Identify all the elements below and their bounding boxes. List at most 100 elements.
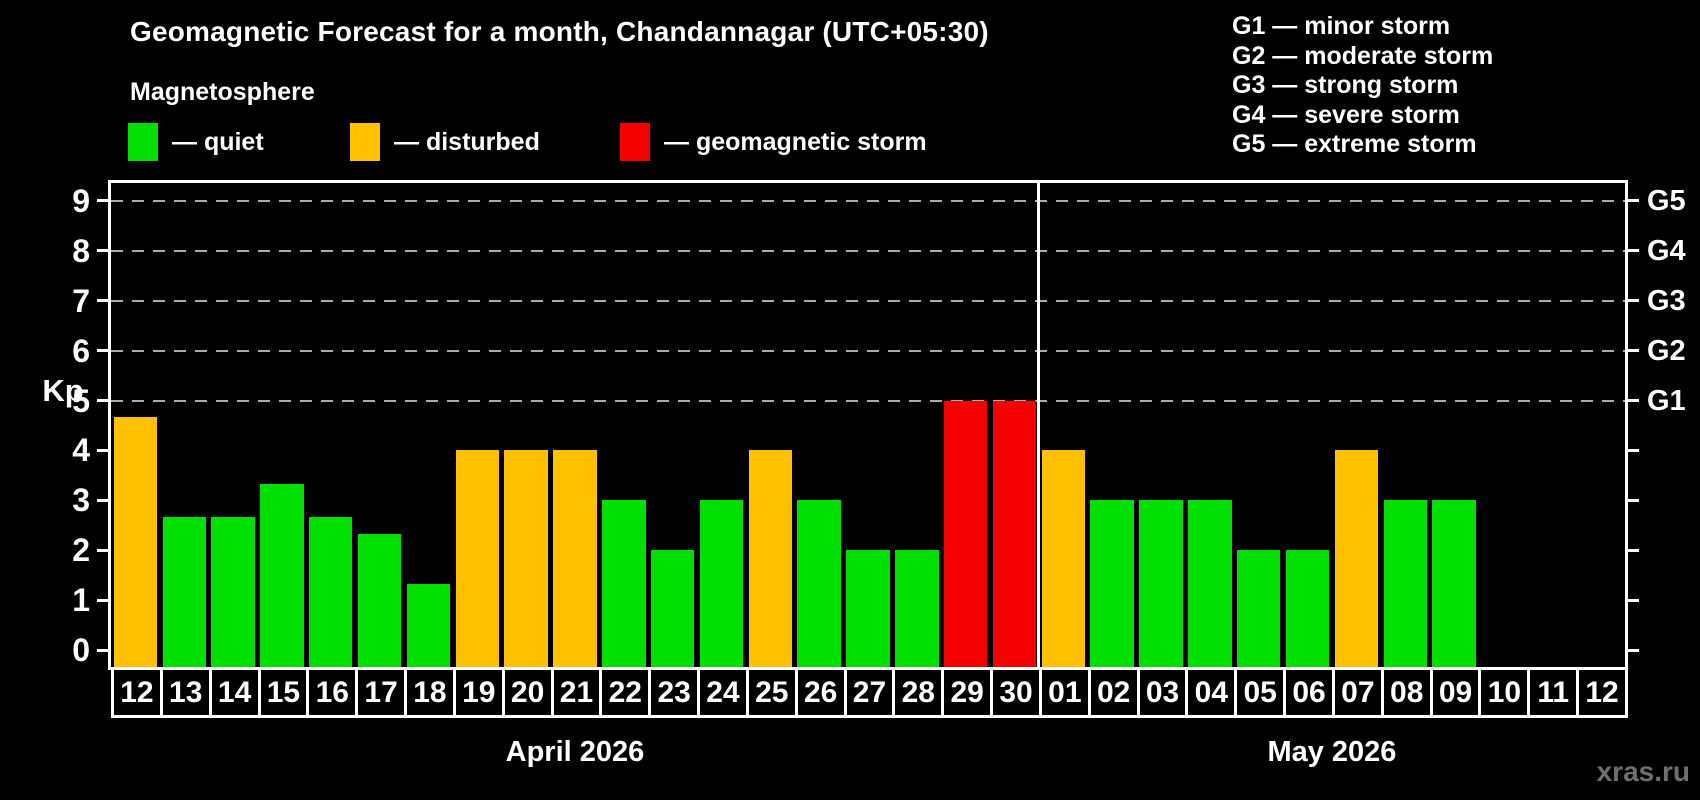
gridline [111, 349, 1625, 352]
legend-item-disturbed: — disturbed [350, 122, 540, 162]
y-axis-tick [97, 249, 111, 253]
y-axis-tick [97, 548, 111, 552]
date-cell: 17 [355, 667, 408, 718]
bar [1236, 550, 1281, 667]
bar [992, 400, 1037, 667]
month-label: May 2026 [1267, 736, 1397, 768]
date-cell: 06 [1283, 667, 1335, 718]
date-cell: 14 [208, 667, 261, 718]
magnetosphere-label: Magnetosphere [130, 78, 315, 106]
y-axis-tick [1625, 548, 1639, 552]
y-axis-tick [1625, 399, 1639, 402]
date-cell: 18 [404, 667, 456, 718]
bar [211, 516, 255, 667]
gridline [111, 399, 1625, 402]
date-cell: 26 [794, 667, 847, 718]
date-cell: 04 [1185, 667, 1238, 718]
quiet-swatch-icon [128, 123, 158, 161]
date-cell: 05 [1234, 667, 1287, 718]
g-level-label: G4 [1647, 234, 1686, 267]
bar [797, 500, 841, 667]
y-axis-tick [1625, 598, 1639, 602]
y-axis-tick [97, 598, 111, 602]
date-cell: 03 [1136, 667, 1189, 718]
legend-label-disturbed: — disturbed [394, 127, 540, 156]
y-axis-title: Kp [42, 373, 84, 408]
legend-label-storm: — geomagnetic storm [664, 127, 927, 156]
date-cell: 16 [306, 667, 359, 718]
bar [113, 416, 158, 667]
bar [1334, 450, 1379, 667]
bar [895, 550, 939, 667]
g-legend-line: G3 — strong storm [1232, 71, 1459, 99]
y-tick-label: 9 [72, 182, 90, 219]
date-cell: 07 [1331, 667, 1384, 718]
gridline [111, 199, 1625, 202]
y-tick-label: 1 [72, 582, 90, 619]
date-cell: 27 [843, 667, 896, 718]
y-axis-tick [1625, 448, 1639, 452]
page-title: Geomagnetic Forecast for a month, Chanda… [130, 16, 989, 47]
date-cell: 09 [1429, 667, 1482, 718]
bar [1285, 550, 1330, 667]
y-axis-tick [97, 349, 111, 353]
bar [1188, 500, 1232, 667]
g-legend-line: G4 — severe storm [1232, 100, 1460, 129]
watermark: xras.ru [1596, 756, 1690, 787]
date-cell: 30 [990, 667, 1042, 718]
bar [455, 450, 499, 667]
date-cell: 12 [1576, 667, 1628, 718]
plot-border [108, 180, 1628, 670]
y-axis-tick [1625, 349, 1639, 353]
bar [1139, 500, 1183, 667]
g-legend-line: G5 — extreme storm [1232, 130, 1477, 158]
month-label: April 2026 [505, 736, 645, 768]
date-cell: 20 [501, 667, 554, 718]
date-cell: 15 [257, 667, 310, 718]
bar [602, 500, 646, 667]
bar [357, 533, 402, 667]
bar [943, 400, 988, 667]
y-axis-tick [97, 399, 111, 402]
y-axis-tick [1625, 249, 1639, 253]
date-cell: 24 [697, 667, 749, 718]
y-tick-label: 6 [72, 332, 90, 369]
disturbed-swatch-icon [350, 123, 380, 161]
g-legend-line: G2 — moderate storm [1232, 41, 1494, 70]
g-scale-legend: G1 — minor storm G2 — moderate storm G3 … [1232, 12, 1493, 160]
bar [1432, 500, 1476, 667]
bar [846, 550, 890, 667]
y-axis-tick [97, 648, 111, 652]
g-level-label: G5 [1647, 184, 1686, 217]
y-axis-tick [97, 199, 111, 203]
date-cell: 25 [745, 667, 798, 718]
date-cell: 19 [452, 667, 505, 718]
bar [1090, 500, 1134, 667]
y-axis-tick [1625, 648, 1639, 652]
legend-label-quiet: — quiet [172, 127, 264, 156]
date-cell: 01 [1038, 667, 1091, 718]
y-axis-tick [97, 498, 111, 502]
date-cell: 23 [648, 667, 701, 718]
bar [1041, 450, 1086, 667]
g-level-label: G2 [1647, 334, 1686, 367]
y-axis-tick [1625, 199, 1639, 203]
legend-item-quiet: — quiet [128, 122, 264, 162]
bar [406, 583, 451, 667]
y-tick-label: 8 [72, 232, 90, 269]
bar [1383, 500, 1427, 667]
y-tick-label: 5 [72, 382, 90, 419]
bar [699, 500, 744, 667]
date-cell: 10 [1478, 667, 1531, 718]
date-cell: 29 [941, 667, 994, 718]
gridline [111, 249, 1625, 252]
y-tick-label: 3 [72, 482, 90, 519]
date-cell: 28 [892, 667, 945, 718]
g-level-label: G3 [1647, 284, 1686, 317]
y-tick-label: 2 [72, 532, 90, 569]
bar [504, 450, 548, 667]
y-tick-label: 4 [72, 432, 90, 469]
bar [162, 516, 206, 667]
